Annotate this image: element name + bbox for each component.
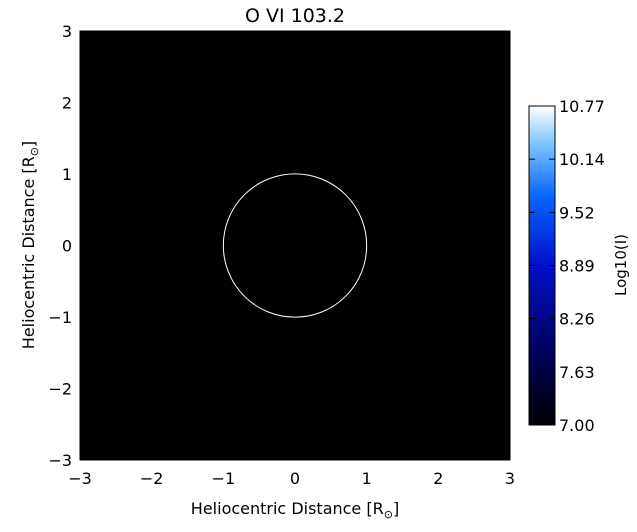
y-tick-label: 3 (62, 22, 72, 41)
x-tick-label: 0 (290, 469, 300, 488)
x-tick-label: −2 (140, 469, 164, 488)
colorbar-tick-label: 8.89 (559, 257, 595, 276)
colorbar-tick-label: 9.52 (559, 203, 595, 222)
colorbar-ticks: 7.00 7.63 8.26 8.89 9.52 10.14 10.77 (529, 97, 605, 435)
y-tick-label: 1 (62, 165, 72, 184)
plot-area (80, 31, 510, 460)
y-tick-label: 0 (62, 237, 72, 256)
x-tick-label: −3 (68, 469, 92, 488)
solar-limb-circle (222, 173, 368, 318)
x-axis-label: Heliocentric Distance [R⊙] (191, 499, 399, 521)
y-axis-label: Heliocentric Distance [R⊙] (19, 141, 41, 349)
x-tick-label: 1 (362, 469, 372, 488)
x-tick-label: 2 (433, 469, 443, 488)
colorbar-tick-label: 8.26 (559, 310, 595, 329)
y-tick-label: 2 (62, 94, 72, 113)
y-tick-label: −1 (48, 308, 72, 327)
colorbar-tick-label: 7.00 (559, 416, 595, 435)
y-tick-label: −3 (48, 451, 72, 470)
chart-title: O VI 103.2 (245, 5, 345, 27)
x-tick-label: −1 (212, 469, 236, 488)
colorbar-tick-label: 7.63 (559, 363, 595, 382)
x-tick-label: 3 (505, 469, 515, 488)
colorbar-tick-label: 10.14 (559, 150, 605, 169)
colorbar-label: Log10(I) (612, 234, 630, 296)
y-tick-label: −2 (48, 380, 72, 399)
occulter-disk (187, 138, 403, 353)
x-axis: −3 −2 −1 0 1 2 3 (68, 31, 515, 488)
y-axis: −3 −2 −1 0 1 2 3 (48, 22, 510, 470)
colorbar-tick-label: 10.77 (559, 97, 605, 116)
